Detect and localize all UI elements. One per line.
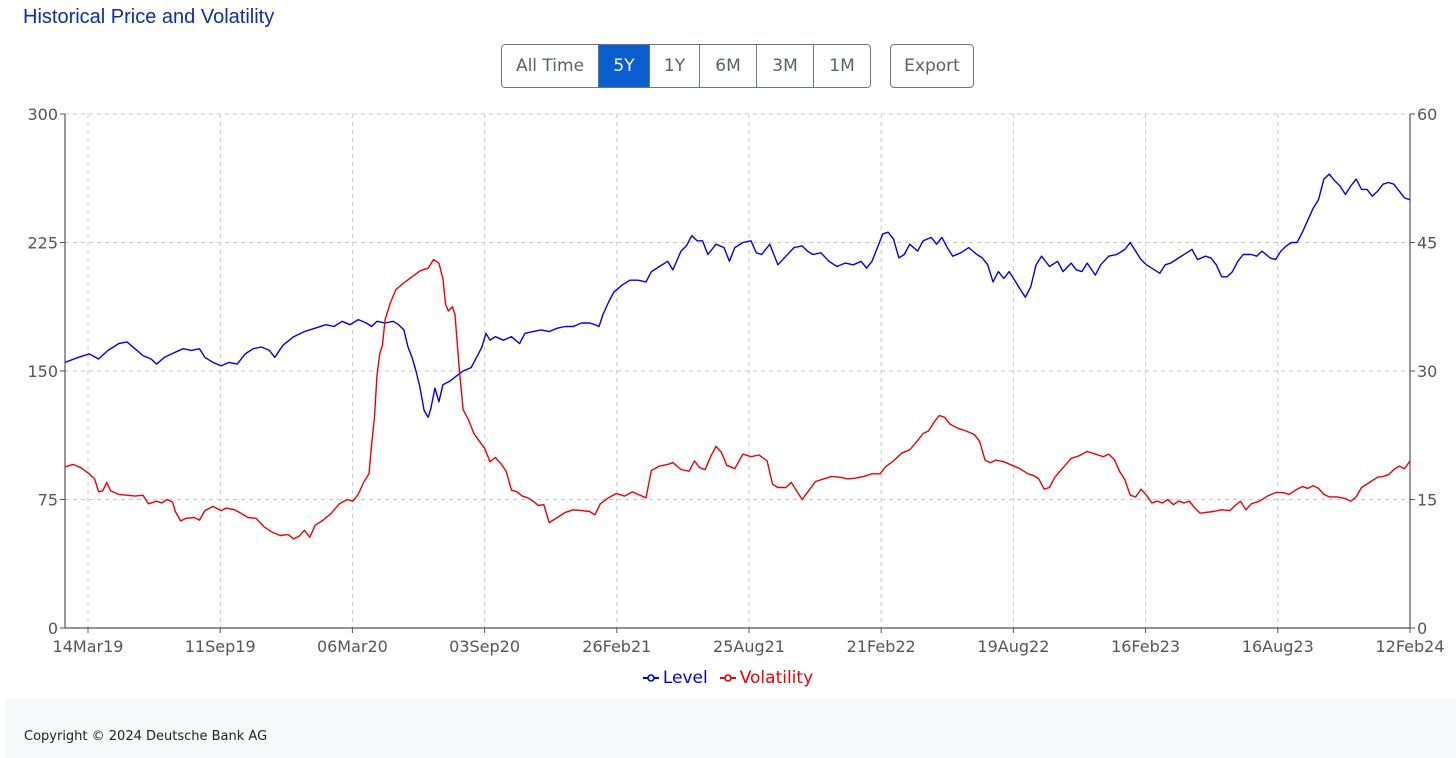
page-title: Historical Price and Volatility bbox=[23, 6, 275, 28]
series-line-level bbox=[64, 173, 1411, 418]
range-button-3m[interactable]: 3M bbox=[757, 45, 814, 87]
y-right-tick-label: 60 bbox=[1417, 105, 1437, 124]
legend-label: Level bbox=[662, 668, 708, 688]
x-tick-label: 25Aug21 bbox=[713, 637, 785, 656]
legend-marker-icon bbox=[642, 674, 659, 682]
range-button-all-time[interactable]: All Time bbox=[502, 45, 599, 87]
series-line-volatility bbox=[64, 258, 1411, 540]
legend-item-level[interactable]: Level bbox=[642, 668, 708, 688]
x-tick-label: 16Feb23 bbox=[1111, 637, 1180, 656]
y-left-tick-label: 0 bbox=[48, 619, 58, 638]
x-tick-label: 06Mar20 bbox=[317, 637, 388, 656]
copyright-text: Copyright © 2024 Deutsche Bank AG bbox=[24, 729, 268, 744]
range-button-6m[interactable]: 6M bbox=[700, 45, 757, 87]
legend-label: Volatility bbox=[739, 668, 814, 688]
y-left-tick-label: 150 bbox=[27, 362, 58, 381]
range-selector: All Time 5Y 1Y 6M 3M 1M bbox=[501, 44, 871, 88]
x-tick-label: 14Mar19 bbox=[53, 637, 124, 656]
legend-item-volatility[interactable]: Volatility bbox=[719, 668, 814, 688]
footer: Copyright © 2024 Deutsche Bank AG bbox=[5, 699, 1456, 758]
y-right-tick-label: 45 bbox=[1417, 234, 1437, 253]
price-volatility-chart: 0 75 150 225 300 0 15 30 45 60 14Mar19 11Sep19 06Mar… bbox=[27, 105, 1444, 656]
range-button-1y[interactable]: 1Y bbox=[650, 45, 700, 87]
x-tick-label: 19Aug22 bbox=[977, 637, 1049, 656]
legend-marker-icon bbox=[719, 674, 736, 682]
x-tick-label: 26Feb21 bbox=[582, 637, 651, 656]
x-tick-label: 12Feb24 bbox=[1375, 637, 1444, 656]
y-left-tick-label: 225 bbox=[27, 234, 58, 253]
export-button[interactable]: Export bbox=[890, 44, 974, 88]
y-right-tick-label: 0 bbox=[1417, 619, 1427, 638]
range-button-5y[interactable]: 5Y bbox=[599, 45, 650, 87]
y-left-tick-label: 75 bbox=[38, 491, 58, 510]
y-left-tick-label: 300 bbox=[27, 105, 58, 124]
y-right-tick-label: 15 bbox=[1417, 491, 1437, 510]
x-tick-label: 11Sep19 bbox=[185, 637, 256, 656]
chart-legend: Level Volatility bbox=[0, 668, 1456, 688]
x-tick-label: 21Feb22 bbox=[847, 637, 916, 656]
range-button-1m[interactable]: 1M bbox=[814, 45, 870, 87]
x-tick-label: 03Sep20 bbox=[449, 637, 520, 656]
x-tick-label: 16Aug23 bbox=[1242, 637, 1314, 656]
y-right-tick-label: 30 bbox=[1417, 362, 1437, 381]
